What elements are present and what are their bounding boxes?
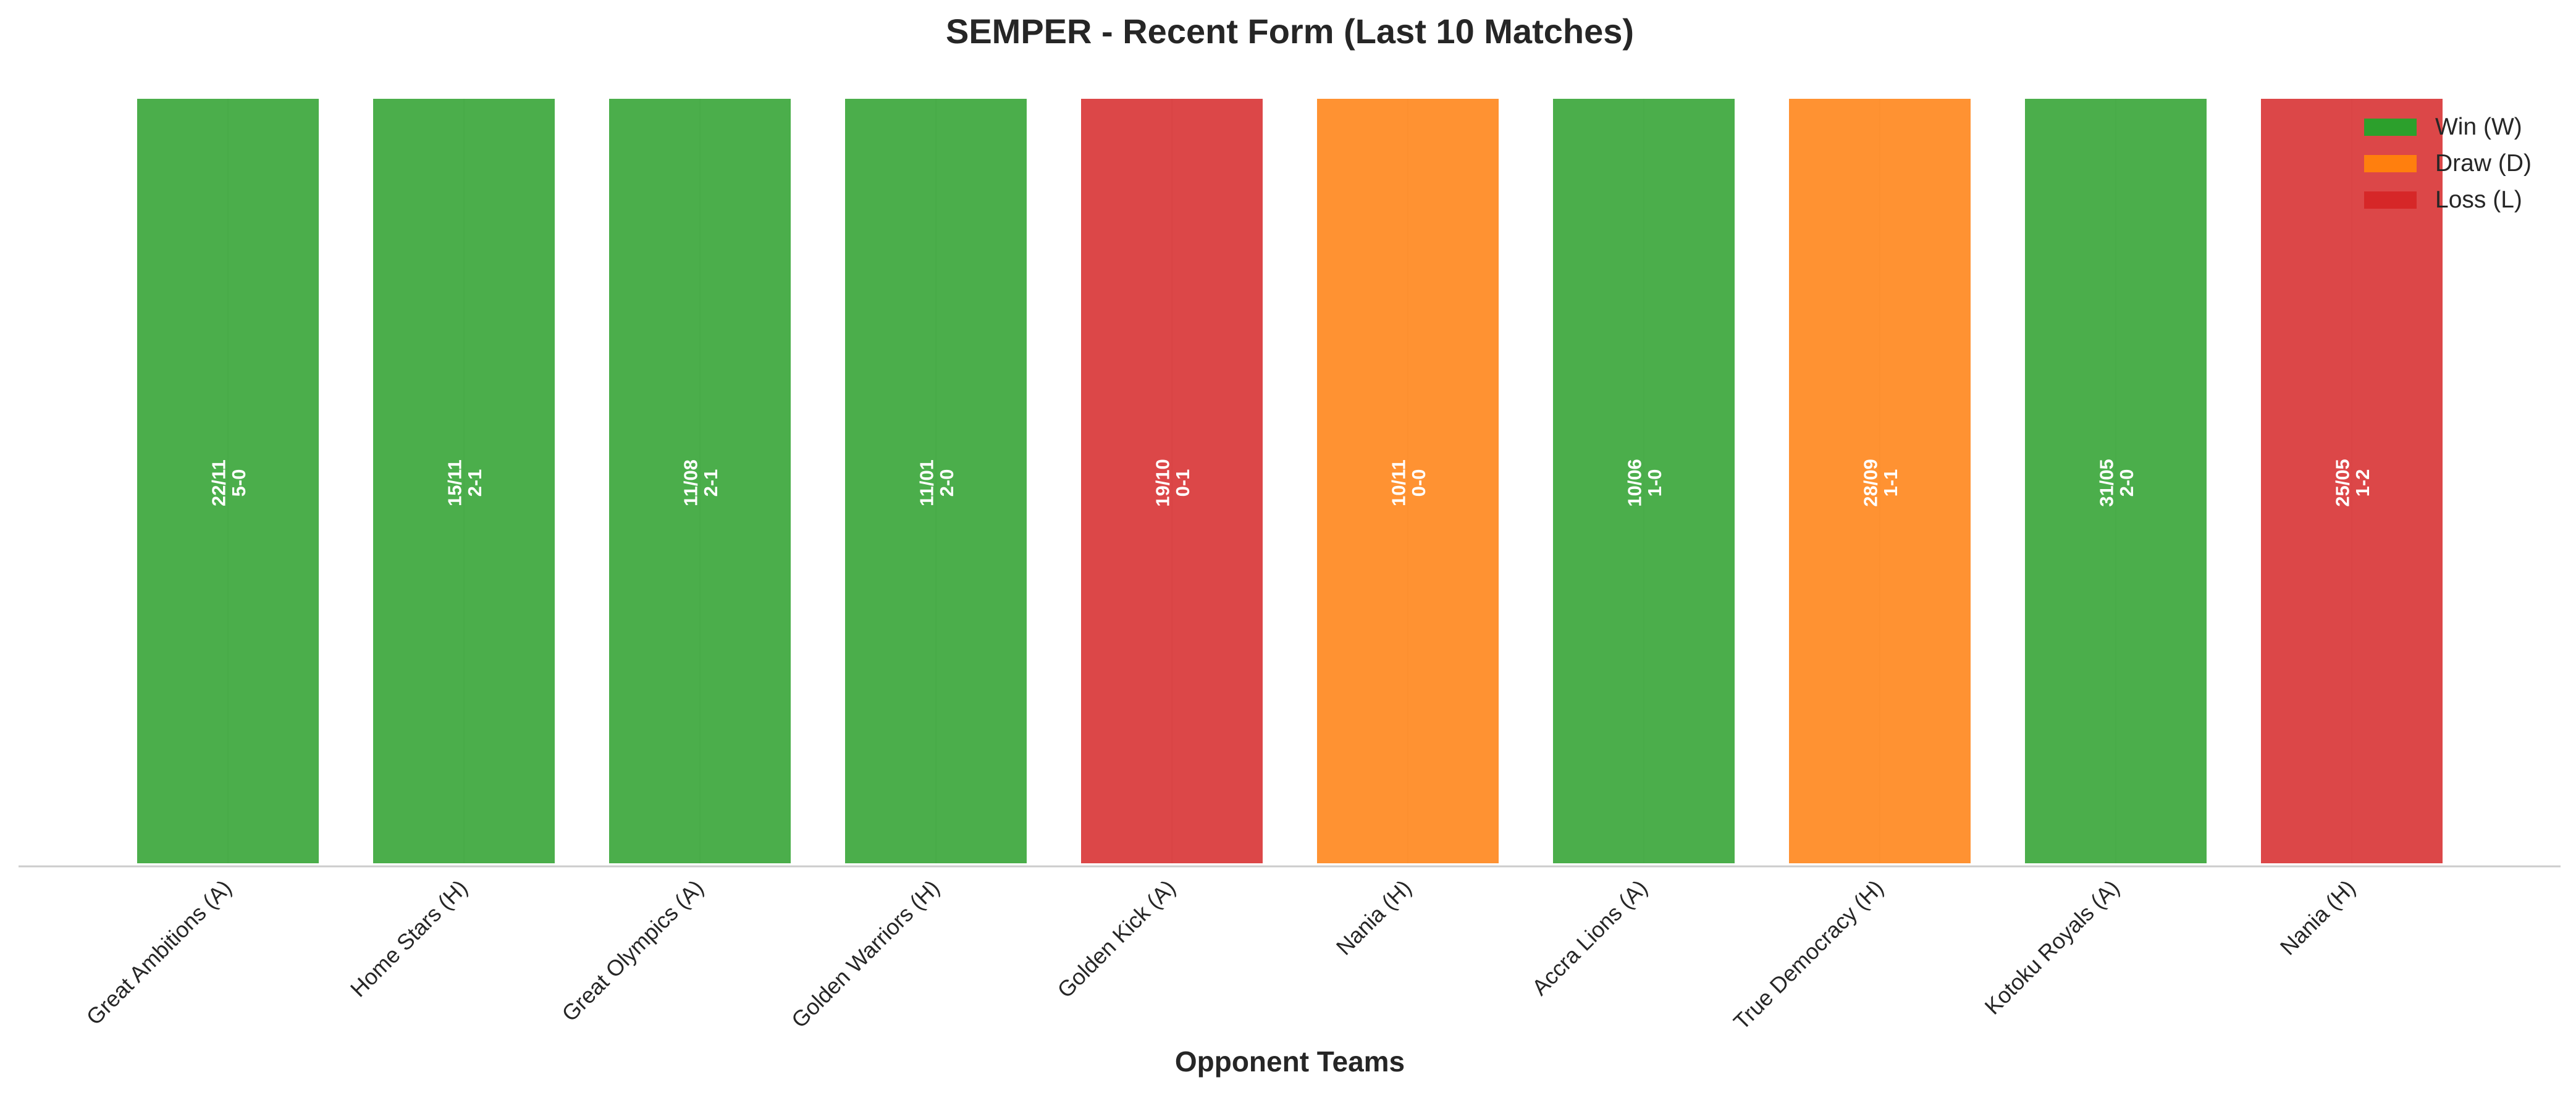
legend-label-w: Win (W) [2435,114,2522,140]
legend-label-d: Draw (D) [2435,150,2532,177]
bar-date-label: 19/10 [1151,459,1173,507]
x-tick-label: Nania (H) [2275,875,2360,960]
bar-label: 10/061-0 [1623,459,1665,507]
legend-swatch-l [2364,191,2417,209]
bar-score-label: 2-0 [936,469,958,497]
bar-score-label: 0-0 [1408,469,1429,497]
bar-label: 19/100-1 [1151,459,1193,507]
bar-score-label: 2-0 [2116,469,2137,497]
bar-label: 11/012-0 [915,459,958,506]
bar-date-label: 10/06 [1623,459,1645,507]
bar-date-label: 31/05 [2095,459,2117,507]
bar-score-label: 0-1 [1172,469,1193,497]
bar-4-w [843,96,1029,866]
bar-date-label: 11/01 [915,459,937,506]
chart-title: SEMPER - Recent Form (Last 10 Matches) [946,12,1634,51]
bar-score-label: 1-1 [1880,469,1901,497]
x-axis-label: Opponent Teams [1175,1045,1405,1078]
legend: Win (W) Draw (D) Loss (L) [2364,114,2532,213]
bar-10-l [2258,96,2445,866]
x-tick-label: Great Ambitions (A) [82,875,237,1030]
x-tick-label: Golden Kick (A) [1052,875,1180,1003]
x-tick-label: Golden Warriors (H) [786,875,945,1033]
bar-score-label: 1-0 [1644,469,1665,497]
bar-7-w [1551,96,1737,866]
bar-date-label: 25/05 [2331,459,2353,507]
bar-label: 31/052-0 [2095,459,2137,507]
bar-label: 28/091-1 [1859,459,1901,507]
x-tick-label: Nania (H) [1331,875,1416,960]
x-tick-label: Great Olympics (A) [557,875,708,1026]
bar-6-d [1315,96,1501,866]
bar-1-w [135,96,321,866]
bar-date-label: 22/11 [208,459,229,506]
x-tick-label: Home Stars (H) [345,875,473,1002]
bar-3-w [607,96,793,866]
bar-date-label: 28/09 [1859,459,1881,507]
bar-score-label: 5-0 [228,469,250,497]
x-tick-label: True Democracy (H) [1728,875,1888,1035]
bar-labels-layer: 22/115-0 15/112-1 11/082-1 11/012-0 19/100-1… [208,459,2373,507]
bar-score-label: 2-1 [464,469,486,497]
bar-2-w [371,96,557,866]
bar-date-label: 11/08 [680,459,701,506]
legend-swatch-d [2364,155,2417,172]
x-tick-labels: Great Ambitions (A) Home Stars (H) Great O… [82,875,2360,1035]
bar-score-label: 1-2 [2352,469,2373,497]
bar-date-label: 15/11 [444,459,465,506]
bar-label: 25/051-2 [2331,459,2373,507]
bars-layer [135,96,2445,866]
bar-date-label: 10/11 [1387,459,1409,506]
legend-swatch-w [2364,119,2417,136]
x-tick-label: Kotoku Royals (A) [1980,875,2124,1020]
bar-5-l [1079,96,1265,866]
bar-8-d [1787,96,1973,866]
bar-9-w [2022,96,2209,866]
legend-label-l: Loss (L) [2435,186,2522,213]
bar-label: 11/082-1 [680,459,722,506]
bar-label: 22/115-0 [208,459,250,506]
bar-score-label: 2-1 [700,469,722,497]
x-tick-label: Accra Lions (A) [1527,875,1652,1000]
bar-label: 15/112-1 [444,459,486,506]
bar-label: 10/110-0 [1387,459,1429,506]
